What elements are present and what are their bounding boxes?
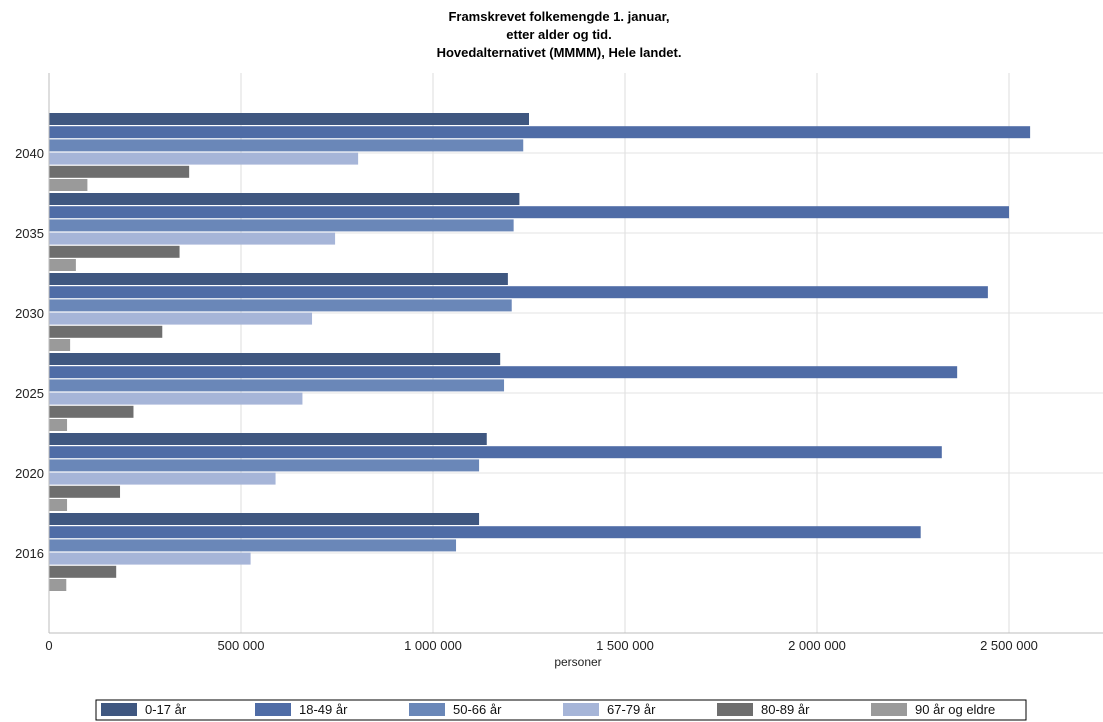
bar-2040-3 xyxy=(49,152,359,165)
bar-2030-4 xyxy=(49,325,163,338)
legend-swatch xyxy=(101,703,137,716)
bar-2035-2 xyxy=(49,219,514,232)
bar-2020-4 xyxy=(49,485,121,498)
x-tick-labels: 0 500 000 1 000 000 1 500 000 2 000 000 2 500… xyxy=(45,638,1038,653)
legend-label: 67-79 år xyxy=(607,702,656,717)
bars xyxy=(49,113,1031,591)
x-tick-label: 0 xyxy=(45,638,52,653)
bar-2040-2 xyxy=(49,139,524,152)
x-tick-label: 2 000 000 xyxy=(788,638,846,653)
y-tick-label: 2030 xyxy=(15,306,44,321)
bar-2020-0 xyxy=(49,433,487,445)
chart-title-line-3: Hovedalternativet (MMMM), Hele landet. xyxy=(437,45,682,60)
bar-2035-1 xyxy=(49,206,1009,219)
legend-label: 50-66 år xyxy=(453,702,502,717)
y-tick-label: 2020 xyxy=(15,466,44,481)
legend-label: 90 år og eldre xyxy=(915,702,995,717)
legend-frame xyxy=(95,699,1027,721)
y-tick-label: 2035 xyxy=(15,226,44,241)
bar-2035-3 xyxy=(49,232,336,245)
bar-2025-2 xyxy=(49,379,505,392)
bar-2040-1 xyxy=(49,126,1031,139)
bar-2025-1 xyxy=(49,366,958,379)
bar-2016-0 xyxy=(49,513,480,525)
bar-2030-3 xyxy=(49,312,313,325)
chart-title-line-2: etter alder og tid. xyxy=(506,27,611,42)
legend-swatch xyxy=(717,703,753,716)
bar-2040-5 xyxy=(49,179,88,191)
legend-label: 80-89 år xyxy=(761,702,810,717)
chart-title: Framskrevet folkemengde 1. januar, etter… xyxy=(437,9,682,60)
bar-2030-0 xyxy=(49,273,508,285)
bar-2030-1 xyxy=(49,286,988,299)
bar-2025-0 xyxy=(49,353,501,365)
legend-swatch xyxy=(255,703,291,716)
bar-2016-3 xyxy=(49,552,251,565)
x-tick-label: 1 500 000 xyxy=(596,638,654,653)
bar-2025-4 xyxy=(49,405,134,418)
x-tick-label: 1 000 000 xyxy=(404,638,462,653)
bar-2016-1 xyxy=(49,526,921,539)
bar-2030-2 xyxy=(49,299,512,312)
legend-swatch xyxy=(563,703,599,716)
x-axis-title: personer xyxy=(554,655,601,669)
bar-2030-5 xyxy=(49,339,71,351)
x-tick-label: 500 000 xyxy=(218,638,265,653)
bar-2020-5 xyxy=(49,499,68,511)
legend-swatch xyxy=(871,703,907,716)
bar-2020-1 xyxy=(49,446,942,459)
y-tick-label: 2040 xyxy=(15,146,44,161)
y-tick-labels: 2040 2035 2030 2025 2020 2016 xyxy=(15,146,44,561)
legend-label: 0-17 år xyxy=(145,702,187,717)
y-tick-label: 2016 xyxy=(15,546,44,561)
legend-swatch xyxy=(409,703,445,716)
bar-2040-0 xyxy=(49,113,529,125)
bar-2020-2 xyxy=(49,459,480,472)
x-tick-label: 2 500 000 xyxy=(980,638,1038,653)
bar-2035-0 xyxy=(49,193,520,205)
bar-2025-5 xyxy=(49,419,68,431)
bar-2035-5 xyxy=(49,259,76,271)
bar-2020-3 xyxy=(49,472,276,485)
axes xyxy=(48,73,1103,634)
legend-label: 18-49 år xyxy=(299,702,348,717)
bar-2016-2 xyxy=(49,539,457,552)
legend: 0-17 år 18-49 år 50-66 år 67-79 år 80-89 år 9… xyxy=(95,699,1027,721)
bar-2016-5 xyxy=(49,579,67,591)
bar-2016-4 xyxy=(49,565,117,578)
bar-2035-4 xyxy=(49,245,180,258)
bar-2025-3 xyxy=(49,392,303,405)
bar-2040-4 xyxy=(49,165,190,178)
y-tick-label: 2025 xyxy=(15,386,44,401)
chart-title-line-1: Framskrevet folkemengde 1. januar, xyxy=(448,9,669,24)
